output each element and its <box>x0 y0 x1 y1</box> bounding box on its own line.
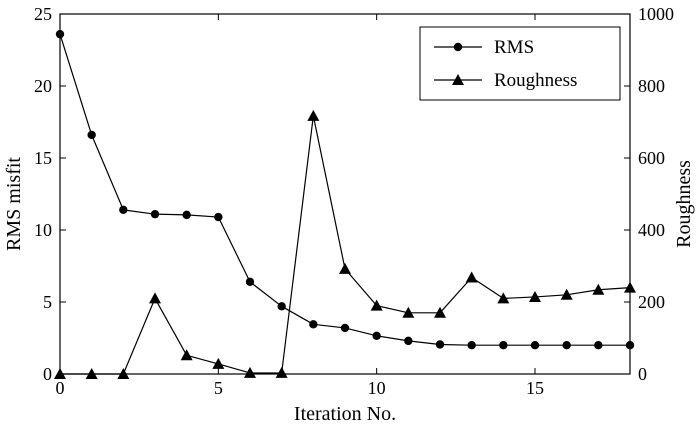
series-layer <box>54 29 636 379</box>
data-point-rms <box>87 130 96 140</box>
x-tick-label: 0 <box>56 378 65 398</box>
data-point-rms <box>594 341 603 350</box>
y-right-tick-label: 400 <box>638 220 665 240</box>
data-point-rms <box>435 340 445 349</box>
data-point-rms <box>214 212 223 222</box>
data-point-rms <box>404 336 413 346</box>
x-tick-label: 10 <box>368 378 386 398</box>
data-point-roughness <box>212 357 225 369</box>
data-point-roughness <box>117 368 130 379</box>
data-point-roughness <box>339 262 351 274</box>
axes-layer: 0 5 10 15 0 5 10 15 20 25 0 200 400 600 800 1000 <box>34 4 674 398</box>
series-line-roughness <box>60 115 631 375</box>
data-point-rms <box>277 302 286 311</box>
data-point-rms <box>562 341 571 350</box>
data-point-rms <box>499 341 508 350</box>
data-point-roughness <box>529 290 541 302</box>
data-point-rms <box>625 341 635 350</box>
data-point-roughness <box>244 366 256 378</box>
data-point-roughness <box>465 271 478 283</box>
data-point-rms <box>182 210 191 220</box>
data-point-roughness <box>85 368 98 379</box>
data-point-rms <box>245 277 255 287</box>
y-axis-label-left: RMS misfit <box>3 157 25 251</box>
y-right-tick-label: 0 <box>638 364 647 384</box>
y-right-tick-label: 800 <box>638 76 665 96</box>
data-point-rms <box>119 205 128 215</box>
y-left-tick-label: 10 <box>34 220 52 240</box>
legend-marker-rms <box>453 42 463 52</box>
data-point-roughness <box>560 288 573 300</box>
legend: RMS Roughness <box>419 26 621 101</box>
y-left-tick-label: 15 <box>34 148 52 168</box>
data-point-rms <box>340 323 350 333</box>
data-point-rms <box>150 209 160 219</box>
y-right-tick-label: 200 <box>638 292 665 312</box>
legend-label-roughness: Roughness <box>494 70 577 91</box>
y-axis-label-right: Roughness <box>673 160 695 248</box>
x-axis-label: Iteration No. <box>294 403 396 425</box>
data-point-roughness <box>497 292 510 304</box>
data-point-roughness <box>402 306 415 318</box>
data-point-roughness <box>307 109 320 121</box>
y-left-tick-label: 20 <box>34 76 52 96</box>
data-point-roughness <box>592 283 605 295</box>
x-tick-label: 15 <box>526 378 544 398</box>
legend-box <box>419 26 621 101</box>
data-point-rms <box>309 320 318 329</box>
data-point-rms <box>467 341 476 350</box>
x-tick-label: 5 <box>214 378 223 398</box>
data-point-roughness <box>54 368 66 379</box>
data-point-roughness <box>275 366 288 378</box>
data-point-roughness <box>434 306 446 318</box>
y-right-tick-label: 1000 <box>638 4 674 24</box>
y-right-tick-label: 600 <box>638 148 665 168</box>
y-left-tick-label: 0 <box>43 364 52 384</box>
y-left-tick-label: 25 <box>34 4 52 24</box>
legend-marker-roughness <box>452 74 464 85</box>
plot-frame <box>59 13 631 375</box>
legend-label-rms: RMS <box>494 37 534 58</box>
data-point-roughness <box>180 349 193 361</box>
data-point-roughness <box>149 292 161 304</box>
data-point-rms <box>530 341 540 350</box>
data-point-rms <box>55 29 65 39</box>
data-point-roughness <box>624 281 636 293</box>
data-point-rms <box>372 331 381 341</box>
y-left-tick-label: 5 <box>43 292 52 312</box>
data-point-roughness <box>370 299 383 311</box>
